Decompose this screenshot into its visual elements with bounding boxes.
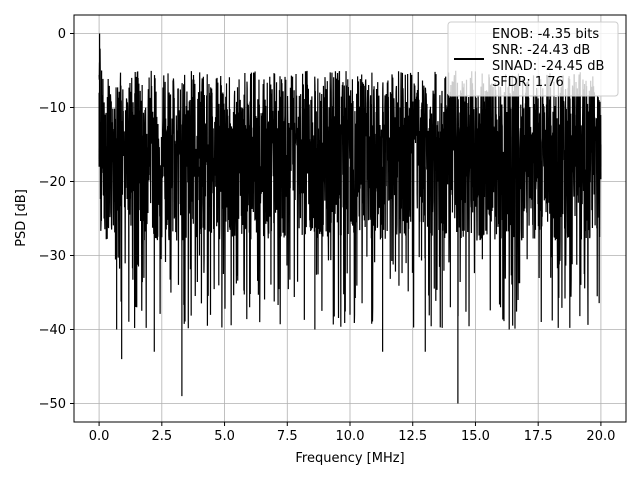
y-tick-label: −40 bbox=[39, 323, 66, 338]
plot-area bbox=[98, 33, 602, 404]
x-axis-label: Frequency [MHz] bbox=[295, 451, 404, 466]
y-tick-label: 0 bbox=[58, 27, 66, 42]
x-tick-label: 12.5 bbox=[398, 429, 427, 444]
y-tick-label: −30 bbox=[39, 249, 66, 264]
x-tick-label: 0.0 bbox=[89, 429, 110, 444]
y-tick-label: −20 bbox=[39, 175, 66, 190]
y-tick-label: −10 bbox=[39, 101, 66, 116]
x-tick-label: 15.0 bbox=[461, 429, 490, 444]
legend: ENOB: -4.35 bits SNR: -24.43 dB SINAD: -… bbox=[447, 21, 619, 97]
x-tick-label: 17.5 bbox=[524, 429, 553, 444]
legend-sfdr: SFDR: 1.76 bbox=[492, 75, 564, 90]
y-axis-label: PSD [dB] bbox=[14, 189, 29, 247]
psd-series-line bbox=[98, 33, 602, 404]
x-tick-label: 5.0 bbox=[214, 429, 235, 444]
x-axis-ticks: 0.0 2.5 5.0 7.5 10.0 12.5 15.0 17.5 20.0 bbox=[89, 422, 615, 444]
x-tick-label: 7.5 bbox=[277, 429, 298, 444]
y-tick-label: −50 bbox=[39, 397, 66, 412]
x-tick-label: 20.0 bbox=[586, 429, 615, 444]
x-tick-label: 2.5 bbox=[151, 429, 172, 444]
legend-snr: SNR: -24.43 dB bbox=[492, 43, 590, 58]
legend-box bbox=[447, 21, 619, 97]
y-axis-ticks: 0 −10 −20 −30 −40 −50 bbox=[39, 27, 74, 412]
x-tick-label: 10.0 bbox=[336, 429, 365, 444]
legend-enob: ENOB: -4.35 bits bbox=[492, 27, 599, 42]
legend-sinad: SINAD: -24.45 dB bbox=[492, 59, 604, 74]
